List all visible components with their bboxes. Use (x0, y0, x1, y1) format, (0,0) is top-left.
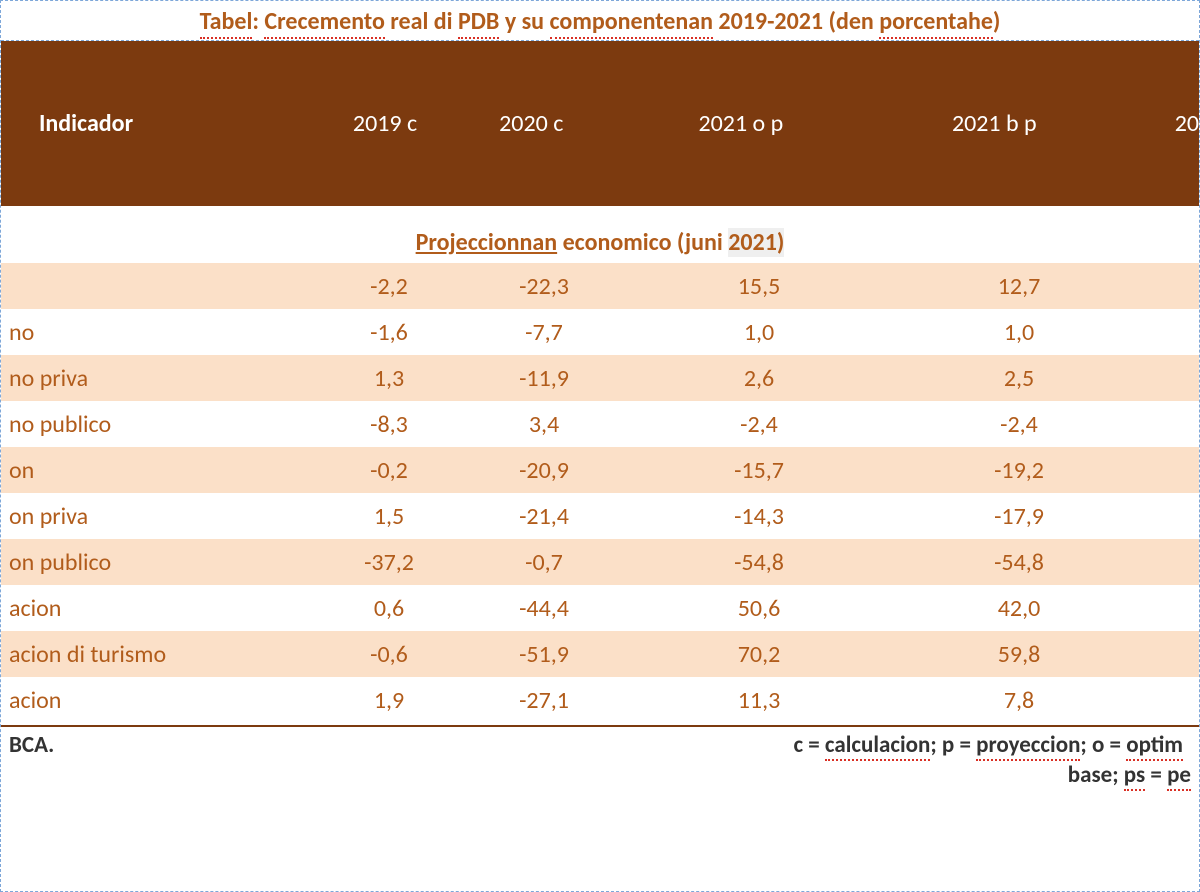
cell-2021op: 15,5 (629, 272, 889, 301)
footer-source: BCA. (9, 731, 569, 759)
subheader-word-projeccionnan: Projeccionnan (416, 228, 558, 257)
row-label: on publico (1, 548, 319, 577)
cell-2021op: 2,6 (629, 364, 889, 393)
legend-base: base; (1068, 761, 1119, 789)
legend-optim: optim (1126, 731, 1183, 761)
table-row: on priva1,5-21,4-14,3-17,9 (1, 493, 1199, 539)
table-row: no priva1,3-11,92,62,5 (1, 355, 1199, 401)
cell-2021op: 70,2 (629, 640, 889, 669)
cell-2021bp: 12,7 (889, 272, 1149, 301)
cell-2021op: 50,6 (629, 594, 889, 623)
cell-2021bp: -2,4 (889, 410, 1149, 439)
cell-2019c: -0,6 (319, 640, 459, 669)
cell-2021bp: 42,0 (889, 594, 1149, 623)
row-label: no publico (1, 410, 319, 439)
cell-2020c: -11,9 (459, 364, 629, 393)
col-header-2021bp: 2021 b p (868, 109, 1121, 138)
cell-2019c: 1,3 (319, 364, 459, 393)
title-word-pdb: PDB (458, 7, 499, 39)
title-end: ) (993, 7, 1000, 36)
table-row: on publico-37,2-0,7-54,8-54,8 (1, 539, 1199, 585)
col-header-2021op: 2021 o p (614, 109, 867, 138)
cell-2020c: -44,4 (459, 594, 629, 623)
row-label: no priva (1, 364, 319, 393)
table-row: acion0,6-44,450,642,0 (1, 585, 1199, 631)
column-header-band: Indicador 2019 c 2020 c 2021 o p 2021 b … (1, 41, 1199, 206)
cell-2019c: 1,9 (319, 686, 459, 715)
cell-2020c: -22,3 (459, 272, 629, 301)
title-text-mid: real di (390, 7, 452, 36)
subheader-rest: economico (juni (563, 228, 723, 257)
row-label: on priva (1, 502, 319, 531)
cell-2019c: -1,6 (319, 318, 459, 347)
table-row: acion1,9-27,111,37,8 (1, 677, 1199, 723)
legend-o-eq: ; o = (1080, 731, 1121, 759)
table-row: -2,2-22,315,512,7 (1, 263, 1199, 309)
subheader-row: Projeccionnan economico (juni 2021) (1, 224, 1199, 263)
cell-2021op: 11,3 (629, 686, 889, 715)
footer-legend-line2: base; ps = pe (1, 759, 1199, 789)
table-row: on-0,2-20,9-15,7-19,2 (1, 447, 1199, 493)
title-word-componentenan: componentenan (550, 7, 713, 39)
footer-row: BCA. c = calculacion; p = proyeccion; o … (1, 727, 1199, 759)
cell-2021bp: 1,0 (889, 318, 1149, 347)
cell-2021op: -54,8 (629, 548, 889, 577)
table-row: no-1,6-7,71,01,0 (1, 309, 1199, 355)
cell-2021op: -14,3 (629, 502, 889, 531)
cell-2020c: -20,9 (459, 456, 629, 485)
table-title: Tabel: Crecemento real di PDB y su compo… (200, 7, 1001, 39)
title-text-rest: y su (505, 7, 544, 36)
col-header-indicador: Indicador (39, 109, 322, 138)
cell-2020c: -7,7 (459, 318, 629, 347)
spacer-row (1, 206, 1199, 224)
cell-2021op: 1,0 (629, 318, 889, 347)
cell-2019c: -2,2 (319, 272, 459, 301)
row-label: acion (1, 686, 319, 715)
legend-calculacion: calculacion (825, 731, 930, 761)
cell-2020c: -51,9 (459, 640, 629, 669)
cell-2021bp: 59,8 (889, 640, 1149, 669)
title-row: Tabel: Crecemento real di PDB y su compo… (1, 1, 1199, 41)
cell-2019c: -8,3 (319, 410, 459, 439)
legend-eq2: = (1150, 761, 1161, 789)
cell-2021bp: 7,8 (889, 686, 1149, 715)
cell-2021bp: -54,8 (889, 548, 1149, 577)
title-text-tail: 2019-2021 (den (718, 7, 873, 36)
title-word-crecemento: Crecemento (264, 7, 384, 39)
table-container: Tabel: Crecemento real di PDB y su compo… (0, 0, 1200, 892)
row-label: acion di turismo (1, 640, 319, 669)
cell-2019c: -37,2 (319, 548, 459, 577)
cell-2021bp: 2,5 (889, 364, 1149, 393)
cell-2021op: -15,7 (629, 456, 889, 485)
legend-proyeccion: proyeccion (976, 731, 1080, 761)
col-header-2020c: 2020 c (448, 109, 614, 138)
row-label: no (1, 318, 319, 347)
row-label: on (1, 456, 319, 485)
table-row: acion di turismo-0,6-51,970,259,8 (1, 631, 1199, 677)
legend-p-eq: ; p = (930, 731, 971, 759)
legend-ps: ps (1124, 761, 1145, 791)
subheader-year: 2021) (728, 228, 784, 257)
cell-2019c: 1,5 (319, 502, 459, 531)
col-header-2019c: 2019 c (322, 109, 449, 138)
cell-2021bp: -19,2 (889, 456, 1149, 485)
title-word-tabel: Tabel (200, 7, 253, 39)
cell-2020c: -27,1 (459, 686, 629, 715)
table-row: no publico-8,33,4-2,4-2,4 (1, 401, 1199, 447)
footer-legend: c = calculacion; p = proyeccion; o = opt… (569, 731, 1191, 759)
data-rows-body: -2,2-22,315,512,7no-1,6-7,71,01,0no priv… (1, 263, 1199, 723)
title-word-porcentahe: porcentahe (879, 7, 993, 39)
cell-2019c: -0,2 (319, 456, 459, 485)
cell-2019c: 0,6 (319, 594, 459, 623)
cell-2021bp: -17,9 (889, 502, 1149, 531)
col-header-truncated: 20 (1121, 109, 1199, 138)
legend-c-eq: c = (793, 731, 819, 759)
cell-2020c: 3,4 (459, 410, 629, 439)
cell-2021op: -2,4 (629, 410, 889, 439)
cell-2020c: -0,7 (459, 548, 629, 577)
row-label: acion (1, 594, 319, 623)
cell-2020c: -21,4 (459, 502, 629, 531)
legend-pe: pe (1167, 761, 1191, 791)
